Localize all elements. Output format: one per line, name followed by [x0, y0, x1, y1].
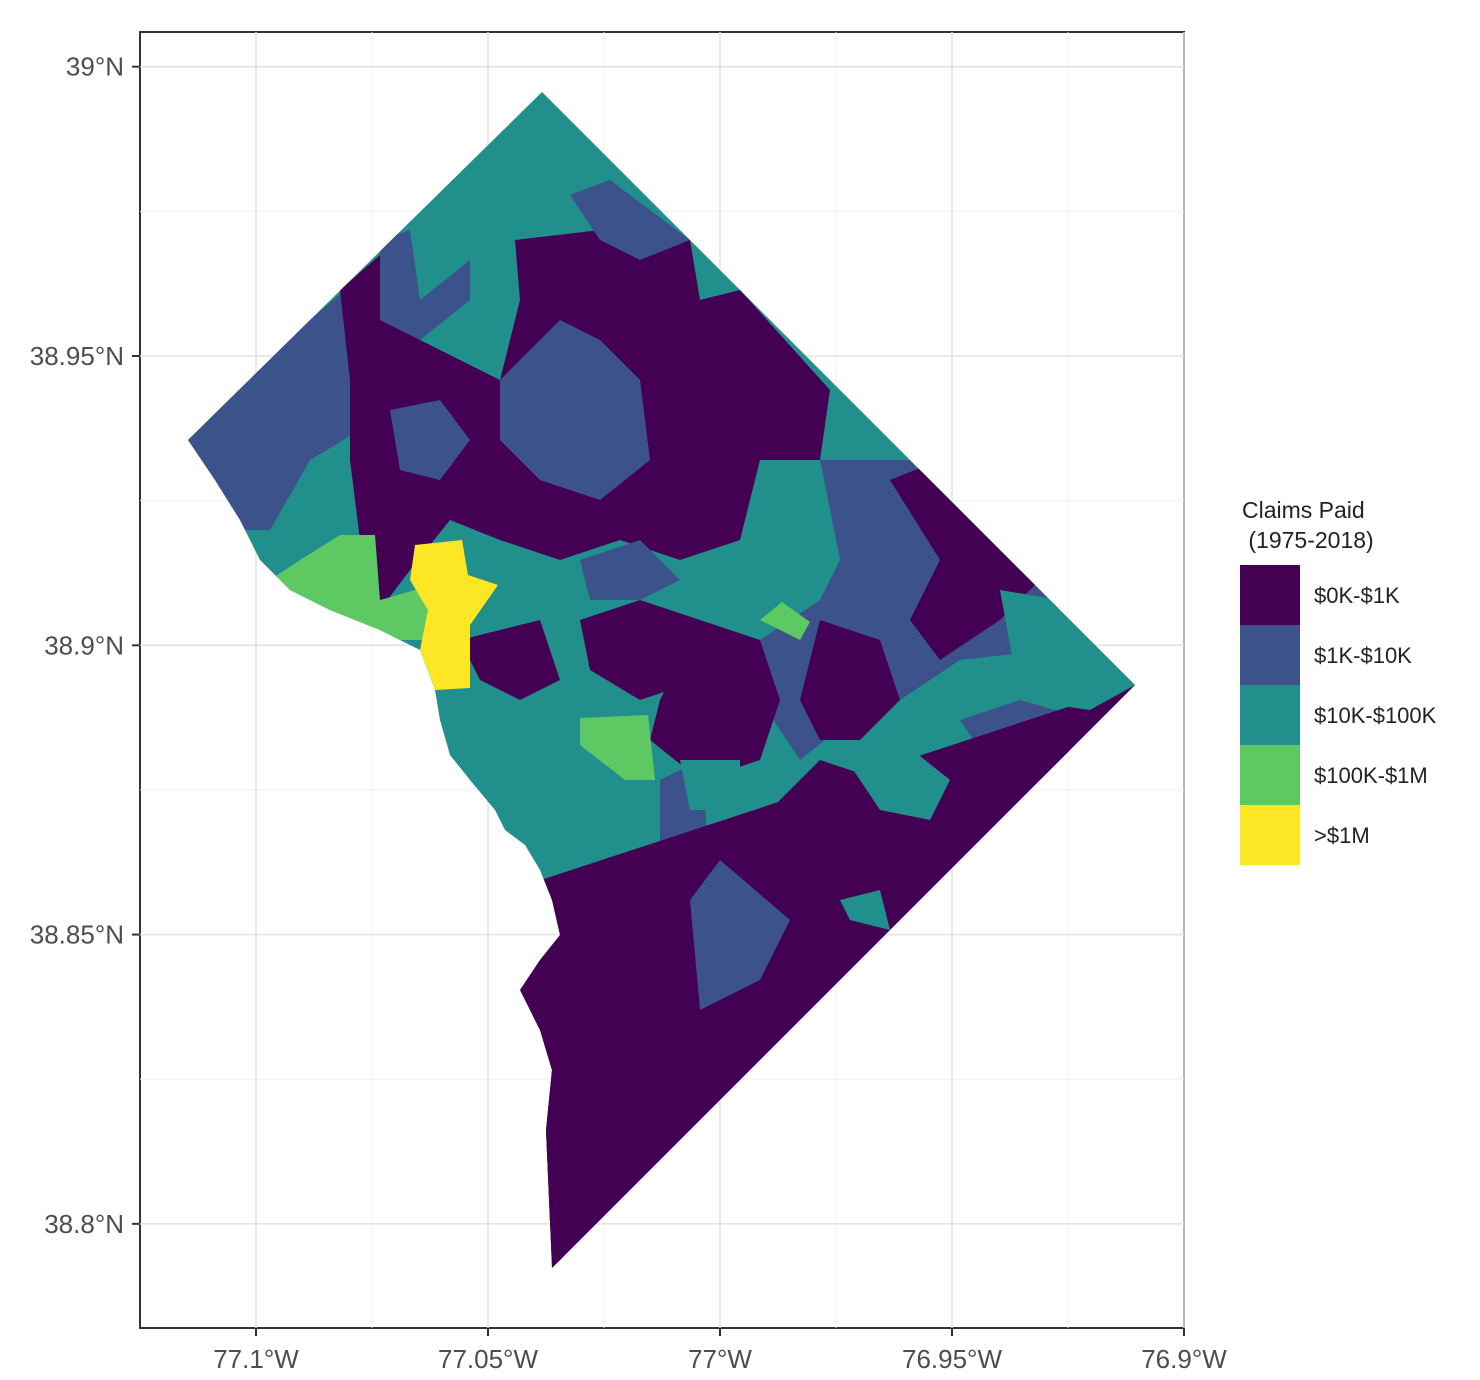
legend-key-label: $1K-$10K: [1314, 643, 1412, 668]
region-west-green: [270, 535, 450, 640]
region-center-dark-2: [650, 620, 780, 780]
region-south-blue-2: [690, 860, 790, 1010]
legend-key-label: $10K-$100K: [1314, 703, 1437, 728]
region-east-dark: [890, 460, 1040, 660]
region-east-dark-2: [800, 620, 900, 740]
legend-key-label: $0K-$1K: [1314, 583, 1400, 608]
x-tick-label: 77.1°W: [213, 1344, 299, 1374]
region-mall-green: [580, 715, 655, 780]
region-central-blue: [500, 320, 650, 500]
y-tick-label: 38.8°N: [44, 1209, 124, 1239]
region-se-teal-2: [1000, 590, 1135, 710]
region-south-teal-2: [680, 760, 740, 810]
x-tick-label: 76.9°W: [1141, 1344, 1227, 1374]
legend-key-swatch: [1240, 625, 1300, 685]
legend-key-label: $100K-$1M: [1314, 763, 1428, 788]
x-tick-label: 76.95°W: [902, 1344, 1002, 1374]
region-se-teal: [840, 740, 950, 820]
y-axis: 39°N 38.95°N 38.9°N 38.85°N 38.8°N: [30, 52, 140, 1239]
legend-key-swatch: [1240, 745, 1300, 805]
region-center-dark: [580, 600, 700, 700]
region-north-blue: [380, 230, 470, 340]
region-center-blue-2: [580, 540, 680, 600]
region-east-green: [760, 602, 810, 640]
legend-title-line-2: (1975-2018): [1242, 527, 1374, 553]
region-ne-blue: [570, 180, 690, 260]
region-se-teal-3: [840, 890, 890, 930]
region-mid-blue: [390, 400, 470, 480]
region-west: [188, 290, 380, 530]
x-tick-label: 77.05°W: [438, 1344, 538, 1374]
y-tick-label: 38.95°N: [30, 341, 124, 371]
legend-title-line-1: Claims Paid: [1242, 497, 1365, 523]
legend-key-swatch: [1240, 685, 1300, 745]
legend-key-label: >$1M: [1314, 823, 1370, 848]
legend-key-swatch: [1240, 805, 1300, 865]
x-axis: 77.1°W 77.05°W 77°W 76.95°W 76.9°W: [213, 1328, 1227, 1374]
y-tick-label: 38.85°N: [30, 920, 124, 950]
x-tick-label: 77°W: [688, 1344, 752, 1374]
legend-key-swatch: [1240, 565, 1300, 625]
region-over-1m: [410, 540, 498, 690]
legend: Claims Paid (1975-2018) $0K-$1K $1K-$10K $…: [1240, 497, 1437, 865]
y-tick-label: 38.9°N: [44, 630, 124, 660]
y-tick-label: 39°N: [66, 52, 124, 82]
region-central-dark: [460, 620, 560, 700]
